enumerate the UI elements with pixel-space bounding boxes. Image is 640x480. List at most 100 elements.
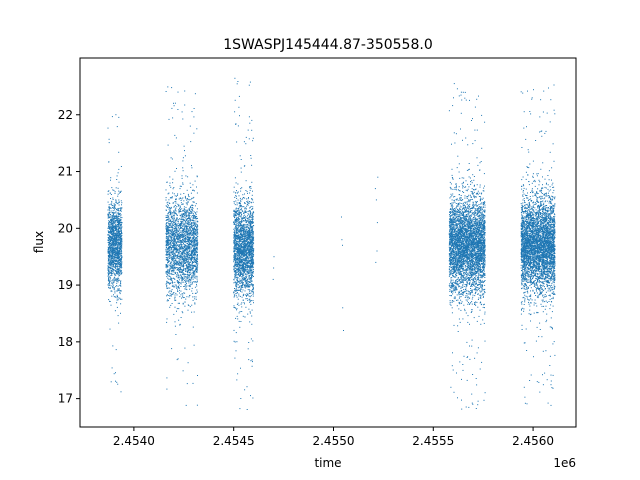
data-point: [178, 229, 180, 231]
data-point: [180, 200, 182, 201]
data-point: [169, 269, 171, 271]
data-point: [173, 261, 175, 263]
data-point: [109, 235, 110, 237]
data-point: [191, 165, 192, 167]
data-point: [196, 404, 198, 406]
data-point: [182, 234, 184, 236]
data-point: [166, 228, 168, 230]
data-point: [110, 226, 112, 228]
data-point: [166, 219, 168, 221]
data-point: [244, 214, 246, 216]
data-point: [174, 271, 176, 273]
data-point: [182, 232, 184, 234]
data-point: [166, 321, 168, 323]
data-point: [244, 277, 246, 279]
data-point: [174, 256, 176, 258]
data-point: [176, 359, 178, 361]
data-point: [174, 232, 176, 234]
data-point: [117, 217, 119, 219]
data-point: [176, 267, 178, 268]
data-point: [233, 201, 235, 202]
data-point: [187, 236, 189, 238]
data-point: [174, 241, 176, 243]
data-point: [173, 265, 175, 267]
data-point: [182, 235, 184, 237]
data-point: [185, 175, 187, 177]
data-point: [194, 266, 196, 267]
data-point: [165, 217, 167, 218]
data-point: [113, 265, 114, 267]
data-point: [176, 257, 178, 259]
data-point: [108, 244, 110, 246]
data-point: [177, 91, 179, 93]
data-point: [169, 185, 171, 187]
data-point: [170, 207, 172, 209]
data-point: [119, 237, 121, 239]
data-point: [189, 218, 191, 220]
data-point: [247, 260, 249, 262]
data-point: [121, 217, 123, 219]
data-point: [166, 377, 168, 379]
data-point: [108, 204, 110, 206]
data-point: [117, 234, 119, 236]
data-point: [196, 261, 197, 263]
data-point: [177, 282, 179, 284]
data-point: [171, 259, 173, 260]
data-point: [117, 214, 119, 216]
data-point: [119, 230, 120, 232]
data-point: [121, 207, 123, 209]
data-point: [171, 271, 173, 273]
data-point: [112, 218, 114, 220]
data-point: [191, 204, 193, 206]
data-point: [168, 249, 170, 251]
data-point: [114, 222, 116, 224]
data-point: [168, 228, 170, 230]
data-point: [114, 216, 116, 218]
data-point: [239, 231, 241, 233]
data-point: [176, 288, 178, 289]
data-point: [237, 233, 239, 234]
data-point: [111, 252, 113, 254]
data-point: [196, 256, 198, 258]
data-point: [108, 255, 110, 257]
data-point: [194, 239, 196, 241]
data-point: [194, 275, 196, 277]
data-point: [118, 272, 120, 274]
data-point: [179, 197, 181, 199]
data-point: [111, 275, 113, 276]
data-point: [179, 282, 181, 284]
data-point: [168, 224, 170, 226]
data-point: [186, 260, 187, 262]
data-point: [194, 281, 196, 283]
data-point: [172, 282, 174, 284]
data-point: [236, 223, 238, 225]
data-point: [177, 290, 179, 292]
data-point: [173, 217, 175, 219]
data-point: [120, 312, 121, 314]
data-point: [121, 264, 123, 265]
data-point: [197, 224, 198, 226]
data-point: [111, 234, 113, 236]
data-point: [186, 267, 188, 269]
data-point: [252, 231, 254, 232]
data-point: [186, 265, 188, 267]
data-point: [172, 182, 174, 184]
data-point: [180, 294, 182, 296]
data-point: [180, 231, 182, 233]
data-point: [188, 269, 190, 271]
data-point: [117, 260, 119, 262]
data-point: [244, 267, 245, 269]
data-point: [112, 213, 114, 215]
data-point: [117, 224, 119, 226]
data-point: [120, 282, 122, 284]
data-point: [185, 259, 187, 261]
data-point: [119, 235, 121, 236]
data-point: [113, 224, 115, 226]
data-point: [114, 204, 116, 206]
data-point: [168, 225, 170, 227]
data-point: [185, 214, 187, 216]
data-point: [120, 219, 122, 221]
data-point: [171, 244, 173, 246]
data-point: [186, 209, 188, 211]
